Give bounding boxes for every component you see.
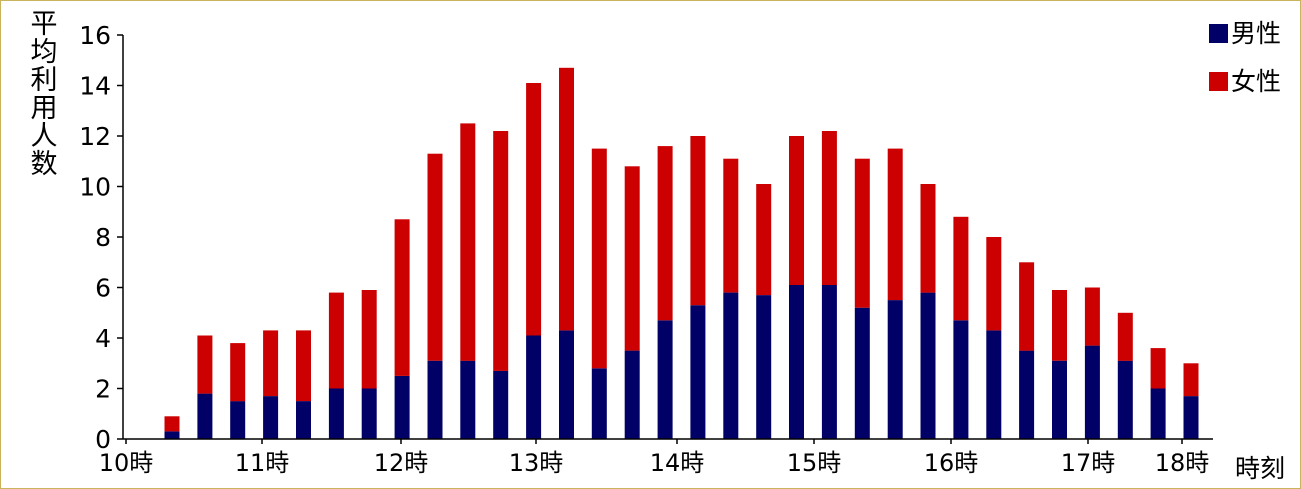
bar-female <box>986 237 1002 331</box>
bars-group <box>164 67 1199 440</box>
x-tick-label: 12時 <box>374 449 429 477</box>
bar-male <box>164 431 180 439</box>
bar-female <box>920 184 936 293</box>
bar-female <box>887 148 903 301</box>
bar-male <box>493 370 509 439</box>
tick-labels-group: 0 2 4 6 8 10 12 14 16 10時 11時 12時 13時 14時 15時 16時 17時 18時 <box>79 21 1209 477</box>
bar-male <box>756 295 772 439</box>
bar-female <box>328 292 344 389</box>
y-axis-label-char: 利 <box>30 65 58 96</box>
bar-female <box>657 146 673 321</box>
bar-male <box>986 330 1002 439</box>
bar-male <box>591 368 607 439</box>
bar-female <box>953 216 969 321</box>
bar-female <box>493 131 509 371</box>
bar-female <box>789 136 804 285</box>
x-tick-label: 18時 <box>1155 449 1210 477</box>
bar-male <box>657 320 673 439</box>
bar-male <box>1150 388 1166 439</box>
y-tick-label: 12 <box>79 122 111 151</box>
x-axis-title: 時刻 <box>1235 454 1286 483</box>
bar-female <box>1019 262 1035 351</box>
y-tick-label: 10 <box>79 173 111 202</box>
bar-male <box>230 401 246 439</box>
bar-female <box>1117 312 1133 361</box>
bar-female <box>1150 348 1166 389</box>
y-tick-label: 4 <box>95 324 111 353</box>
x-tick-label: 16時 <box>924 449 979 477</box>
axes-group <box>117 34 1213 444</box>
x-tick-label: 14時 <box>650 449 705 477</box>
bar-male <box>887 300 903 439</box>
bar-female <box>427 153 443 361</box>
y-axis-label-char: 平 <box>30 9 58 40</box>
y-tick-label: 8 <box>95 223 111 252</box>
y-axis-label-char: 均 <box>30 37 58 68</box>
bar-male <box>526 335 542 439</box>
bar-male <box>690 305 706 439</box>
bar-male <box>1117 360 1133 439</box>
bar-male <box>197 393 213 440</box>
bar-female <box>1084 287 1100 346</box>
bar-male <box>296 401 311 439</box>
y-tick-label: 16 <box>79 21 111 50</box>
bar-female <box>624 166 640 351</box>
bar-male <box>1019 350 1035 439</box>
bar-male <box>263 396 279 439</box>
bar-female <box>164 416 180 432</box>
legend-label-female: 女性 <box>1231 67 1282 96</box>
legend-label-male: 男性 <box>1231 19 1282 48</box>
bar-female <box>263 330 279 397</box>
y-axis-label-char: 数 <box>30 149 58 180</box>
bar-male <box>361 388 377 439</box>
bar-female <box>230 343 246 402</box>
bar-female <box>821 131 837 285</box>
bar-female <box>526 83 542 336</box>
y-axis-label-char: 人 <box>30 121 58 152</box>
bar-male <box>953 320 969 439</box>
bar-female <box>296 330 311 402</box>
bar-female <box>854 158 870 308</box>
bar-female <box>690 136 706 306</box>
bar-male <box>394 375 410 439</box>
bar-female <box>723 158 739 293</box>
y-tick-label: 6 <box>95 274 111 303</box>
y-tick-label: 14 <box>79 72 111 101</box>
bar-female <box>460 123 476 361</box>
x-tick-label: 13時 <box>509 449 564 477</box>
x-tick-label: 15時 <box>787 449 842 477</box>
bar-female <box>1183 363 1199 397</box>
bar-female <box>1052 290 1067 361</box>
y-tick-label: 0 <box>95 425 111 454</box>
legend-swatch-male <box>1209 24 1228 43</box>
bar-male <box>328 388 344 439</box>
bar-male <box>559 330 574 439</box>
bar-male <box>789 285 804 439</box>
x-tick-label: 17時 <box>1061 449 1116 477</box>
bar-male <box>460 360 476 439</box>
y-tick-label: 2 <box>95 375 111 404</box>
bar-male <box>1183 396 1199 439</box>
bar-female <box>361 290 377 389</box>
bar-female <box>559 67 574 331</box>
bar-female <box>756 184 772 296</box>
bar-male <box>1084 345 1100 439</box>
bar-female <box>197 335 213 394</box>
bar-female <box>394 219 410 376</box>
bar-male <box>920 292 936 439</box>
legend-swatch-female <box>1209 72 1228 91</box>
bar-male <box>821 285 837 439</box>
bar-male <box>427 360 443 439</box>
y-axis-label-char: 用 <box>30 93 58 124</box>
x-tick-label: 11時 <box>235 449 290 477</box>
bar-male <box>624 350 640 439</box>
bar-male <box>854 307 870 439</box>
bar-male <box>723 292 739 439</box>
bar-male <box>1052 360 1067 439</box>
bar-female <box>591 148 607 369</box>
x-tick-label: 10時 <box>99 449 154 477</box>
